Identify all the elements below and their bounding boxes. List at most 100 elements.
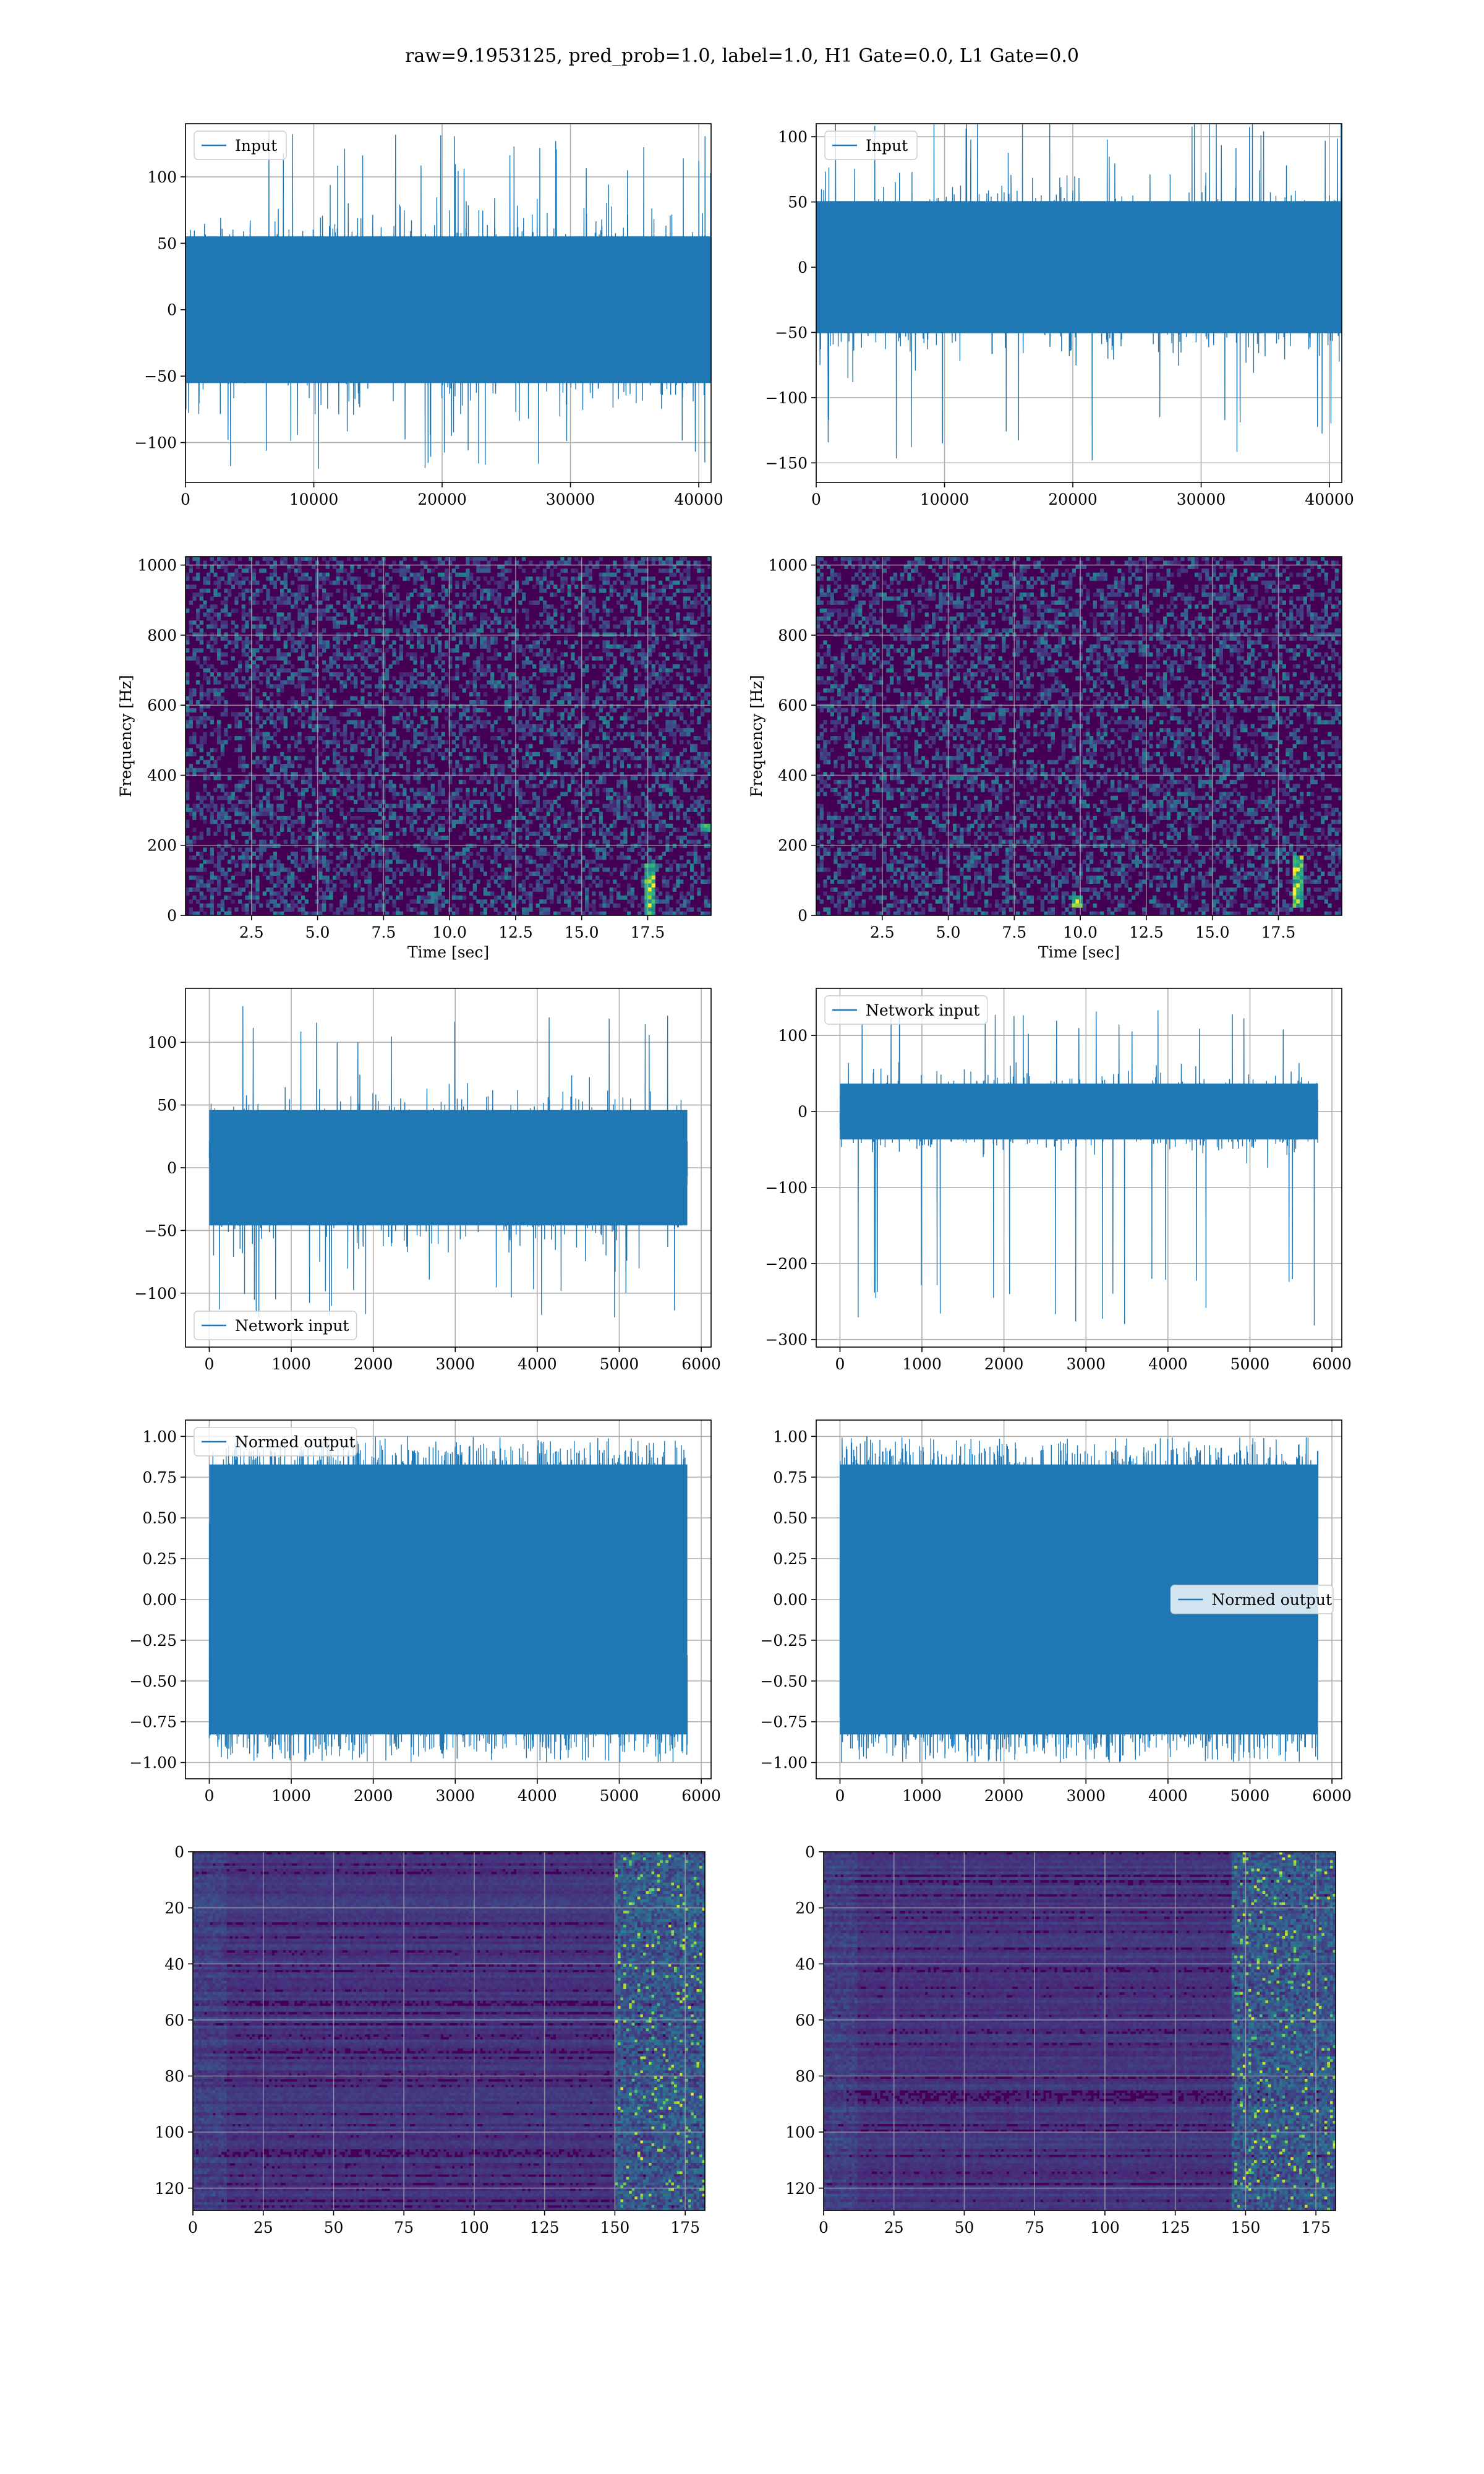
x-tick-label: 0 xyxy=(835,1355,845,1373)
x-tick-label: 0 xyxy=(205,1355,215,1373)
x-tick-label: 0 xyxy=(835,1787,845,1805)
series-core-band xyxy=(209,1110,688,1226)
y-tick-label: 0.50 xyxy=(773,1509,808,1527)
y-tick-label: −150 xyxy=(765,454,808,472)
y-tick-label: 20 xyxy=(795,1899,815,1917)
y-tick-label: −0.25 xyxy=(129,1632,177,1650)
x-tick-label: 2000 xyxy=(354,1787,393,1805)
y-tick-label: −200 xyxy=(765,1255,808,1273)
x-tick-label: 2000 xyxy=(984,1355,1024,1373)
series-core-band xyxy=(186,236,711,383)
y-tick-label: −100 xyxy=(765,389,808,407)
axes-frame xyxy=(816,123,1342,483)
series-core-band xyxy=(209,1464,688,1735)
y-tick-label: −0.25 xyxy=(760,1632,808,1650)
y-tick-label: 0.25 xyxy=(142,1550,177,1568)
y-tick-label: 50 xyxy=(788,194,808,212)
x-tick-label: 20000 xyxy=(417,490,467,508)
x-tick-label: 4000 xyxy=(518,1787,557,1805)
x-tick-label: 175 xyxy=(1301,2219,1331,2236)
panel-l1-network-input: 0 1000 2000 3000 4000 5000 6000 −300 −200 −100 0 10… xyxy=(765,988,1352,1373)
y-tick-label: 1.00 xyxy=(142,1427,177,1445)
x-axis-label: Time [sec] xyxy=(407,943,489,961)
y-tick-label: −50 xyxy=(144,1222,177,1239)
x-tick-label: 10000 xyxy=(920,490,970,508)
legend-frame xyxy=(194,131,287,160)
y-tick-label: 200 xyxy=(147,837,177,855)
y-axis-label: Frequency [Hz] xyxy=(117,675,135,797)
x-tick-label: 4000 xyxy=(1148,1787,1188,1805)
y-tick-label: 20 xyxy=(164,1899,184,1917)
y-tick-label: 1.00 xyxy=(773,1427,808,1445)
axes-frame xyxy=(816,988,1342,1348)
legend: Normed output xyxy=(194,1427,357,1457)
y-tick-label: 0 xyxy=(798,259,808,276)
series-core-band xyxy=(816,201,1342,333)
x-tick-label: 2000 xyxy=(984,1787,1024,1805)
y-tick-label: −0.75 xyxy=(760,1713,808,1731)
y-tick-label: 80 xyxy=(795,2068,815,2086)
legend-frame xyxy=(824,995,988,1025)
y-tick-label: 100 xyxy=(147,1034,177,1051)
panel-l1-input: 0 10000 20000 30000 40000 −150 −100 −50 0 50 100 In… xyxy=(765,123,1354,508)
y-tick-label: 0 xyxy=(798,907,808,925)
x-tick-label: 12.5 xyxy=(1129,923,1164,941)
legend: Normed output xyxy=(1170,1585,1334,1614)
heatmap-cells xyxy=(193,1852,705,2211)
y-tick-label: 800 xyxy=(778,627,808,644)
y-tick-label: −0.50 xyxy=(129,1672,177,1690)
x-tick-label: 50 xyxy=(955,2219,974,2236)
x-tick-label: 1000 xyxy=(271,1355,311,1373)
panel-h1-activation-map: 0 25 50 75 100 125 150 175 0 20 40 60 80 100 120 xyxy=(155,1843,706,2236)
legend: Network input xyxy=(824,995,988,1025)
y-tick-label: 400 xyxy=(147,766,177,784)
x-tick-label: 175 xyxy=(670,2219,700,2236)
legend-label: Network input xyxy=(235,1317,349,1335)
y-tick-label: 50 xyxy=(157,1097,177,1115)
x-tick-label: 6000 xyxy=(681,1355,721,1373)
y-tick-label: 0.25 xyxy=(773,1550,808,1568)
figure-title: raw=9.1953125, pred_prob=1.0, label=1.0,… xyxy=(405,45,1079,67)
axes-frame xyxy=(192,1851,706,2211)
y-tick-label: −50 xyxy=(775,323,808,341)
x-tick-label: 3000 xyxy=(435,1787,475,1805)
x-tick-label: 15.0 xyxy=(565,923,599,941)
y-tick-label: −100 xyxy=(134,1285,177,1303)
legend-frame xyxy=(1170,1585,1334,1614)
legend: Input xyxy=(824,131,918,160)
y-tick-label: −50 xyxy=(144,367,177,385)
x-tick-label: 1000 xyxy=(902,1787,942,1805)
x-tick-label: 1000 xyxy=(902,1355,942,1373)
x-tick-label: 150 xyxy=(1231,2219,1261,2236)
axes-frame xyxy=(185,123,712,483)
y-tick-label: 100 xyxy=(785,2123,815,2141)
y-tick-label: −1.00 xyxy=(760,1754,808,1772)
y-tick-label: 1000 xyxy=(137,557,177,575)
y-tick-label: 100 xyxy=(147,168,177,186)
y-tick-label: 0 xyxy=(167,907,177,925)
y-tick-label: 0 xyxy=(167,1159,177,1177)
x-tick-label: 150 xyxy=(600,2219,630,2236)
x-tick-label: 10.0 xyxy=(1063,923,1098,941)
y-tick-label: 40 xyxy=(164,1955,184,1973)
legend-frame xyxy=(824,131,918,160)
y-tick-label: −100 xyxy=(765,1179,808,1197)
x-tick-label: 12.5 xyxy=(498,923,533,941)
axes-frame xyxy=(816,556,1342,916)
y-tick-label: 800 xyxy=(147,627,177,644)
legend-label: Normed output xyxy=(235,1433,356,1451)
x-tick-label: 25 xyxy=(254,2219,273,2236)
y-tick-label: −300 xyxy=(765,1331,808,1349)
y-tick-label: 0.00 xyxy=(142,1591,177,1609)
x-tick-label: 0 xyxy=(819,2219,829,2236)
y-tick-label: 120 xyxy=(155,2180,184,2198)
y-tick-label: 100 xyxy=(778,1027,808,1045)
x-tick-label: 0 xyxy=(811,490,821,508)
legend-label: Normed output xyxy=(1211,1591,1332,1609)
x-tick-label: 100 xyxy=(459,2219,489,2236)
panel-h1-input: 0 10000 20000 30000 40000 −100 −50 0 50 100 Input xyxy=(134,123,723,508)
y-tick-label: 1000 xyxy=(768,557,808,575)
x-tick-label: 125 xyxy=(530,2219,560,2236)
x-tick-label: 0 xyxy=(205,1787,215,1805)
x-tick-label: 5000 xyxy=(1230,1787,1270,1805)
